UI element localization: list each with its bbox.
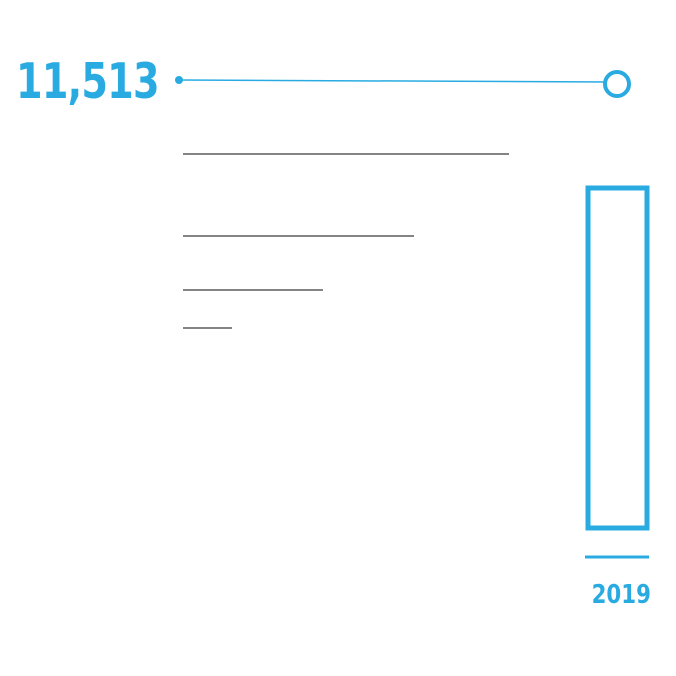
connector-start-dot [175, 76, 183, 84]
connector-end-marker [603, 70, 631, 98]
decorative-rules [183, 153, 509, 329]
x-tick-label-2019: 2019 [591, 580, 651, 610]
bar-2019 [585, 185, 650, 531]
bars-group [585, 185, 650, 531]
connector-group [175, 70, 631, 98]
headline-value: 11,513 [16, 53, 160, 110]
value-connector-line [178, 79, 611, 83]
